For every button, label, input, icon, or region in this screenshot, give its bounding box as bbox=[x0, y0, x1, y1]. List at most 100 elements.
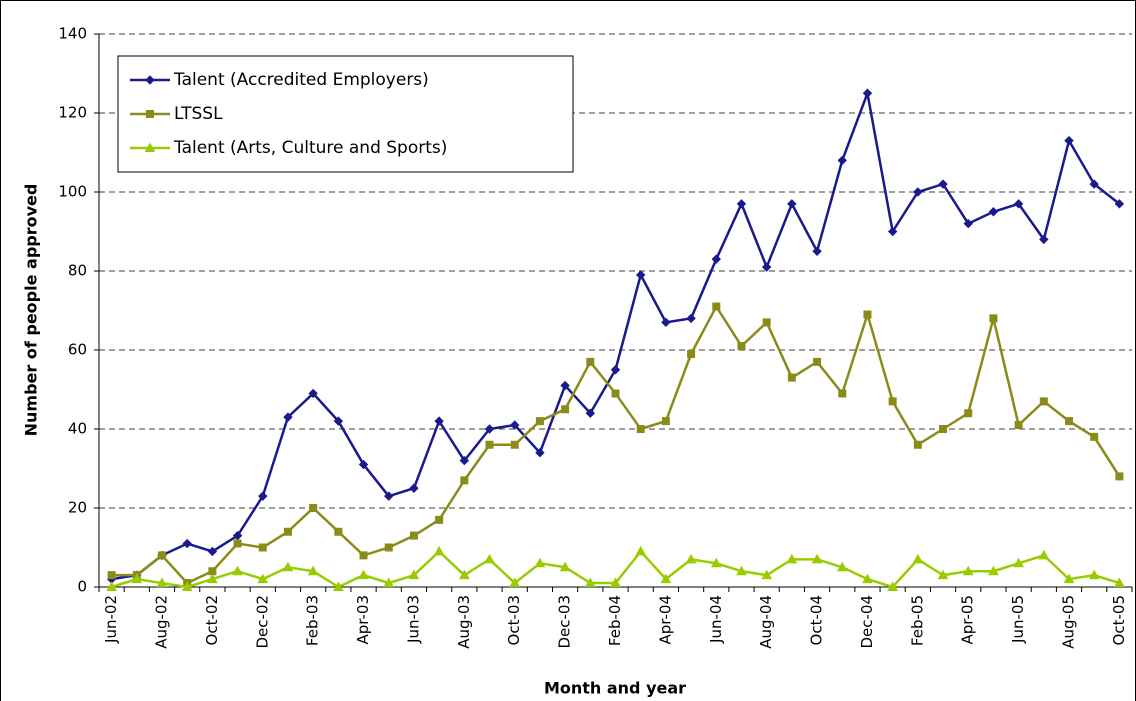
data-point bbox=[787, 373, 796, 382]
data-point bbox=[913, 440, 922, 449]
x-tick-label: Apr-03 bbox=[354, 595, 372, 645]
data-point bbox=[561, 405, 570, 414]
data-point bbox=[787, 199, 797, 209]
data-point bbox=[384, 543, 393, 552]
data-point bbox=[685, 553, 697, 564]
data-point bbox=[635, 270, 646, 280]
data-point bbox=[963, 218, 973, 229]
data-point bbox=[1114, 577, 1125, 588]
data-point bbox=[535, 447, 545, 458]
data-point bbox=[107, 571, 116, 580]
data-point bbox=[510, 420, 520, 430]
data-point bbox=[1039, 234, 1049, 245]
data-point bbox=[686, 313, 696, 324]
x-tick-label: Jun-04 bbox=[707, 595, 725, 644]
data-point bbox=[1013, 199, 1024, 209]
legend-label: LTSSL bbox=[174, 104, 223, 124]
data-point bbox=[1114, 199, 1125, 209]
data-point bbox=[433, 545, 445, 556]
data-point bbox=[560, 380, 570, 391]
legend-box bbox=[117, 55, 574, 173]
data-point bbox=[459, 455, 470, 466]
data-point bbox=[962, 565, 974, 576]
data-point bbox=[485, 440, 494, 449]
data-point bbox=[509, 577, 521, 588]
data-point bbox=[1063, 573, 1075, 584]
data-point bbox=[635, 545, 647, 556]
data-point bbox=[838, 389, 847, 398]
data-point bbox=[837, 155, 847, 166]
data-point bbox=[836, 561, 848, 572]
data-point bbox=[938, 179, 948, 189]
y-tick-label: 140 bbox=[58, 25, 87, 43]
x-tick-label: Jun-05 bbox=[1009, 595, 1027, 644]
data-point bbox=[786, 553, 798, 564]
data-point bbox=[359, 551, 368, 560]
data-point bbox=[131, 573, 143, 584]
data-point bbox=[887, 581, 899, 591]
data-point bbox=[661, 317, 671, 328]
data-point bbox=[458, 569, 470, 580]
data-point bbox=[257, 573, 269, 584]
x-tick-label: Jun-03 bbox=[404, 595, 422, 644]
data-point bbox=[106, 581, 117, 591]
x-tick-label: Dec-04 bbox=[858, 595, 876, 649]
x-tick-label: Aug-02 bbox=[152, 595, 170, 649]
data-point bbox=[207, 546, 218, 557]
data-point bbox=[812, 246, 822, 256]
x-tick-label: Oct-03 bbox=[505, 595, 523, 645]
data-point bbox=[460, 476, 469, 485]
data-point bbox=[862, 573, 873, 584]
series-line bbox=[111, 304, 1121, 585]
data-point bbox=[736, 199, 747, 209]
data-point bbox=[863, 310, 872, 319]
data-point bbox=[383, 577, 395, 588]
data-point bbox=[484, 424, 495, 434]
data-point bbox=[232, 565, 243, 576]
data-point bbox=[1065, 417, 1074, 426]
data-point bbox=[762, 318, 771, 327]
data-point bbox=[913, 187, 923, 197]
data-point bbox=[1038, 549, 1050, 560]
data-point bbox=[610, 577, 621, 588]
data-point bbox=[307, 565, 319, 576]
data-point bbox=[435, 515, 444, 524]
data-point bbox=[888, 397, 897, 406]
x-tick-label: Feb-04 bbox=[606, 595, 624, 646]
y-tick-label: 120 bbox=[58, 104, 87, 122]
data-point bbox=[1039, 397, 1048, 406]
data-point bbox=[156, 577, 168, 588]
data-point bbox=[939, 425, 948, 433]
data-point bbox=[988, 565, 999, 576]
data-point bbox=[736, 565, 747, 576]
data-point bbox=[811, 553, 823, 564]
legend-marker bbox=[144, 142, 156, 152]
data-point bbox=[484, 553, 495, 564]
data-point bbox=[358, 569, 369, 580]
x-tick-label: Feb-05 bbox=[908, 595, 926, 646]
data-point bbox=[308, 388, 318, 399]
data-point bbox=[283, 527, 292, 536]
x-tick-label: Aug-03 bbox=[455, 595, 473, 649]
y-axis-title: Number of people approved bbox=[22, 184, 41, 437]
data-point bbox=[434, 416, 444, 426]
data-point bbox=[258, 543, 267, 552]
data-point bbox=[1090, 432, 1099, 441]
data-point bbox=[208, 567, 217, 576]
x-tick-label: Apr-05 bbox=[959, 595, 977, 645]
data-point bbox=[334, 527, 343, 536]
data-point bbox=[181, 581, 193, 591]
data-point bbox=[182, 538, 192, 549]
data-point bbox=[737, 342, 746, 351]
y-tick-label: 20 bbox=[68, 499, 87, 517]
data-point bbox=[761, 262, 772, 272]
data-point bbox=[1089, 179, 1099, 189]
data-point bbox=[610, 365, 621, 375]
data-point bbox=[157, 551, 166, 560]
data-point bbox=[687, 349, 696, 358]
data-point bbox=[661, 417, 670, 426]
data-point bbox=[1088, 569, 1100, 580]
data-point bbox=[333, 416, 344, 426]
data-point bbox=[887, 226, 898, 237]
